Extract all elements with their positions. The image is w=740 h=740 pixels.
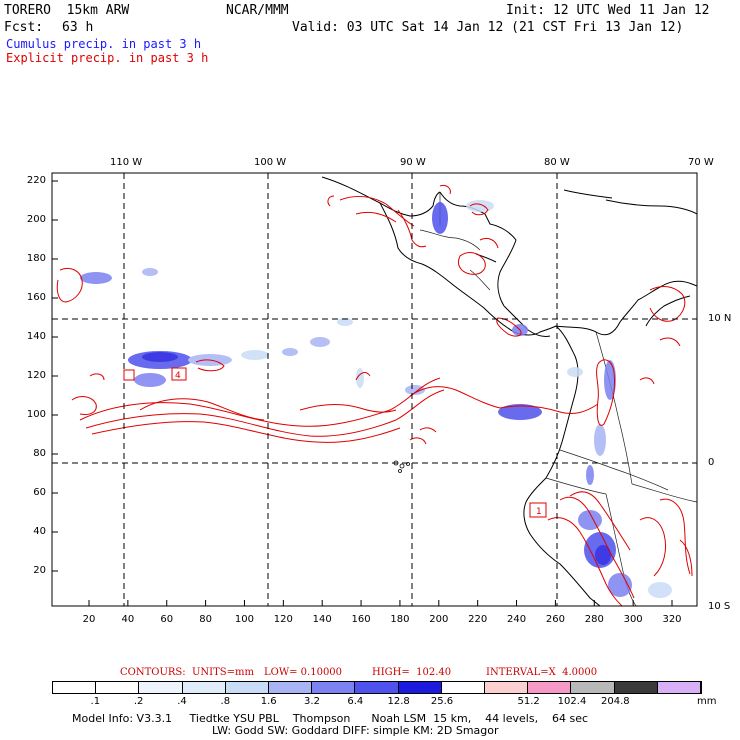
forecast-hours: 63 h (62, 20, 94, 35)
colorbar-label: .1 (90, 696, 101, 707)
grid-x-label: 140 (312, 614, 332, 625)
colorbar-unit: mm (697, 696, 717, 707)
grid-x-label: 40 (121, 614, 135, 625)
grid-y-label: 180 (26, 253, 46, 264)
precip-colorbar (52, 681, 702, 694)
cumulus-precip-legend: Cumulus precip. in past 3 h (6, 37, 202, 51)
grid-y-label: 20 (33, 565, 46, 576)
init-time: Init: 12 UTC Wed 11 Jan 12 (506, 3, 710, 18)
grid-y-label: 60 (33, 487, 46, 498)
colorbar-swatch (657, 682, 702, 693)
colorbar-swatch (182, 682, 226, 693)
explicit-precip-contours (56, 185, 693, 606)
grid-x-label: 160 (351, 614, 371, 625)
colorbar-swatch (312, 682, 356, 693)
grid-y-label: 100 (26, 409, 46, 420)
grid-x-label: 200 (429, 614, 449, 625)
colorbar-label: 3.2 (304, 696, 320, 707)
contour-label-box (171, 367, 187, 381)
lon-label: 80 W (544, 157, 570, 168)
contours-low: LOW= 0.10000 (264, 667, 343, 678)
grid-y-label: 160 (26, 292, 46, 303)
explicit-precip-legend: Explicit precip. in past 3 h (6, 51, 209, 65)
grid-x-label: 120 (273, 614, 293, 625)
grid-y-label: 220 (26, 175, 46, 186)
grid-x-label: 100 (234, 614, 254, 625)
colorbar-label: 12.8 (387, 696, 410, 707)
colorbar-swatch (53, 682, 97, 693)
grid-x-label: 180 (390, 614, 410, 625)
colorbar-label: .4 (177, 696, 187, 707)
lat-label: 0 (708, 457, 715, 468)
grid-y-label: 140 (26, 331, 46, 342)
colorbar-swatch (571, 682, 615, 693)
contour-label-high: 4 (175, 371, 181, 381)
colorbar-swatch (485, 682, 529, 693)
contour-label-low: 1 (536, 507, 542, 517)
grid-x-label: 240 (506, 614, 527, 625)
grid-x-label: 60 (160, 614, 174, 625)
colorbar-label: .8 (220, 696, 231, 707)
colorbar-label: 1.6 (260, 696, 277, 707)
colorbar-label: 25.6 (430, 696, 454, 707)
colorbar-swatch (398, 682, 442, 693)
lon-label: 90 W (400, 157, 426, 168)
contour-label-box (123, 369, 135, 381)
grid-x-label: 300 (623, 614, 643, 625)
grid-x-label: 220 (468, 614, 488, 625)
colorbar-swatch (355, 682, 399, 693)
coastlines (321, 176, 697, 606)
lat-label: 10 S (708, 601, 731, 612)
valid-time: Valid: 03 UTC Sat 14 Jan 12 (21 CST Fri … (292, 20, 684, 35)
grid-x-label: 280 (584, 614, 604, 625)
colorbar-swatch (441, 682, 486, 693)
colorbar-label: 102.4 (557, 696, 587, 707)
colorbar-swatch (139, 682, 183, 693)
colorbar-label: 204.8 (601, 696, 630, 707)
grid-y-label: 200 (26, 214, 46, 225)
organization: NCAR/MMM (226, 3, 289, 18)
grid-x-label: 320 (662, 614, 682, 625)
grid-x-label: 80 (199, 614, 212, 625)
grid-x-label: 20 (82, 614, 96, 625)
contours-interval: INTERVAL=X 4.0000 (486, 667, 598, 678)
lat-lon-grid (52, 173, 697, 606)
colorbar-swatch (614, 682, 658, 693)
colorbar-swatch (225, 682, 270, 693)
country-borders (419, 192, 697, 606)
grid-x-label: 260 (545, 614, 565, 625)
model-info-line2: LW: Godd SW: Goddard DIFF: simple KM: 2D… (212, 724, 499, 737)
colorbar-label: 51.2 (517, 696, 540, 707)
map-frame (51, 172, 698, 607)
lon-label: 100 W (254, 157, 287, 168)
model-info-line1: Model Info: V3.3.1 Tiedtke YSU PBL Thomp… (72, 712, 589, 725)
lon-label: 70 W (688, 157, 714, 168)
model-name: TORERO 15km ARW (4, 3, 130, 18)
contours-high: HIGH= 102.40 (372, 667, 452, 678)
forecast-label: Fcst: (4, 20, 44, 35)
colorbar-label: 6.4 (347, 696, 364, 707)
cumulus-precip-shading (80, 200, 672, 598)
lat-label: 10 N (708, 313, 732, 324)
contours-units: UNITS=mm (192, 667, 254, 678)
grid-y-label: 120 (26, 370, 46, 381)
grid-y-label: 80 (33, 448, 46, 459)
grid-y-label: 40 (33, 526, 46, 537)
colorbar-swatch (96, 682, 140, 693)
colorbar-label: .2 (133, 696, 144, 707)
contour-label-box (529, 502, 547, 518)
colorbar-swatch (528, 682, 572, 693)
contours-label: CONTOURS: (120, 667, 186, 678)
lon-label: 110 W (110, 157, 143, 168)
colorbar-swatch (269, 682, 313, 693)
